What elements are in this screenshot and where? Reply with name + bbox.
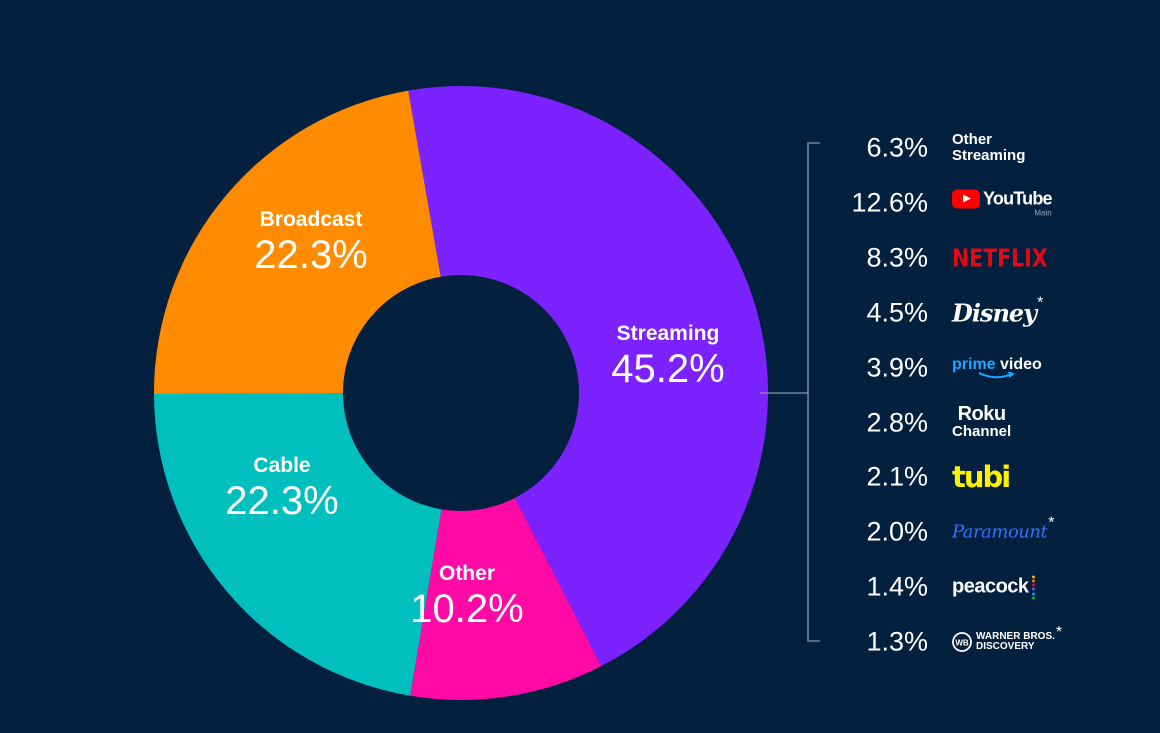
prime-smile-icon xyxy=(978,371,1015,378)
breakdown-bracket xyxy=(760,142,820,642)
breakdown-row-tubi: 2.1% tubi xyxy=(820,457,1150,497)
slice-broadcast xyxy=(154,90,441,394)
slice-label-streaming: Streaming xyxy=(617,322,720,345)
breakdown-row-netflix: 8.3% NETFLIX xyxy=(820,238,1150,278)
breakdown-value: 12.6% xyxy=(851,187,928,218)
slice-streaming xyxy=(408,86,768,667)
breakdown-value: 2.8% xyxy=(866,407,928,437)
breakdown-value: 2.1% xyxy=(866,461,928,492)
roku-channel-logo: Roku Channel xyxy=(952,402,1012,440)
prime-video-logo: prime video xyxy=(952,356,1042,380)
breakdown-value: 1.4% xyxy=(866,571,928,602)
breakdown-value: 1.3% xyxy=(866,626,928,657)
youtube-logo: YouTube Main xyxy=(952,188,1053,217)
peacock-dots-icon xyxy=(1031,575,1035,600)
svg-text:WB: WB xyxy=(955,639,969,648)
breakdown-value: 3.9% xyxy=(866,352,928,383)
disney-logo: Disney * xyxy=(952,294,1044,328)
breakdown-row-other-streaming: 6.3% Other Streaming xyxy=(820,128,1150,168)
asterisk: * xyxy=(1055,624,1063,642)
breakdown-row-peacock: 1.4% peacock xyxy=(820,567,1150,607)
slice-label-cable: Cable xyxy=(253,454,310,477)
breakdown-row-roku-channel: 2.8% Roku Channel xyxy=(820,403,1150,443)
donut-slice-labels: Streaming45.2%Other10.2%Cable22.3%Broadc… xyxy=(225,208,724,631)
tubi-logo: tubi xyxy=(952,460,1011,495)
breakdown-row-paramount: 2.0% Paramount * xyxy=(820,512,1150,552)
breakdown-row-prime-video: 3.9% prime video xyxy=(820,348,1150,388)
breakdown-row-warner-bros-discovery: 1.3% WB WARNER BROS. DISCOVERY * xyxy=(820,622,1150,662)
asterisk: * xyxy=(1048,514,1055,532)
breakdown-value: 8.3% xyxy=(866,242,928,273)
slice-value-cable: 22.3% xyxy=(225,479,338,523)
slice-cable xyxy=(154,393,442,696)
youtube-play-icon xyxy=(952,189,980,209)
slice-value-broadcast: 22.3% xyxy=(254,233,367,277)
breakdown-value: 2.0% xyxy=(866,516,928,547)
breakdown-value: 6.3% xyxy=(866,132,928,163)
breakdown-row-youtube: 12.6% YouTube Main xyxy=(820,183,1150,223)
bracket-line xyxy=(760,142,820,642)
asterisk: * xyxy=(1037,294,1044,312)
paramount-logo: Paramount * xyxy=(952,514,1055,543)
slice-value-other: 10.2% xyxy=(410,587,523,631)
breakdown-row-disney: 4.5% Disney * xyxy=(820,293,1150,333)
peacock-logo: peacock xyxy=(952,575,1035,600)
donut-slices xyxy=(154,86,768,700)
slice-label-broadcast: Broadcast xyxy=(260,208,363,231)
other-streaming-label: Other Streaming xyxy=(952,131,1026,164)
warner-bros-discovery-logo: WB WARNER BROS. DISCOVERY * xyxy=(952,624,1062,653)
slice-value-streaming: 45.2% xyxy=(611,347,724,391)
slice-other xyxy=(410,497,602,700)
breakdown-value: 4.5% xyxy=(866,297,928,328)
slice-label-other: Other xyxy=(439,562,495,585)
netflix-logo: NETFLIX xyxy=(952,243,1048,273)
wb-shield-icon: WB xyxy=(952,632,972,652)
